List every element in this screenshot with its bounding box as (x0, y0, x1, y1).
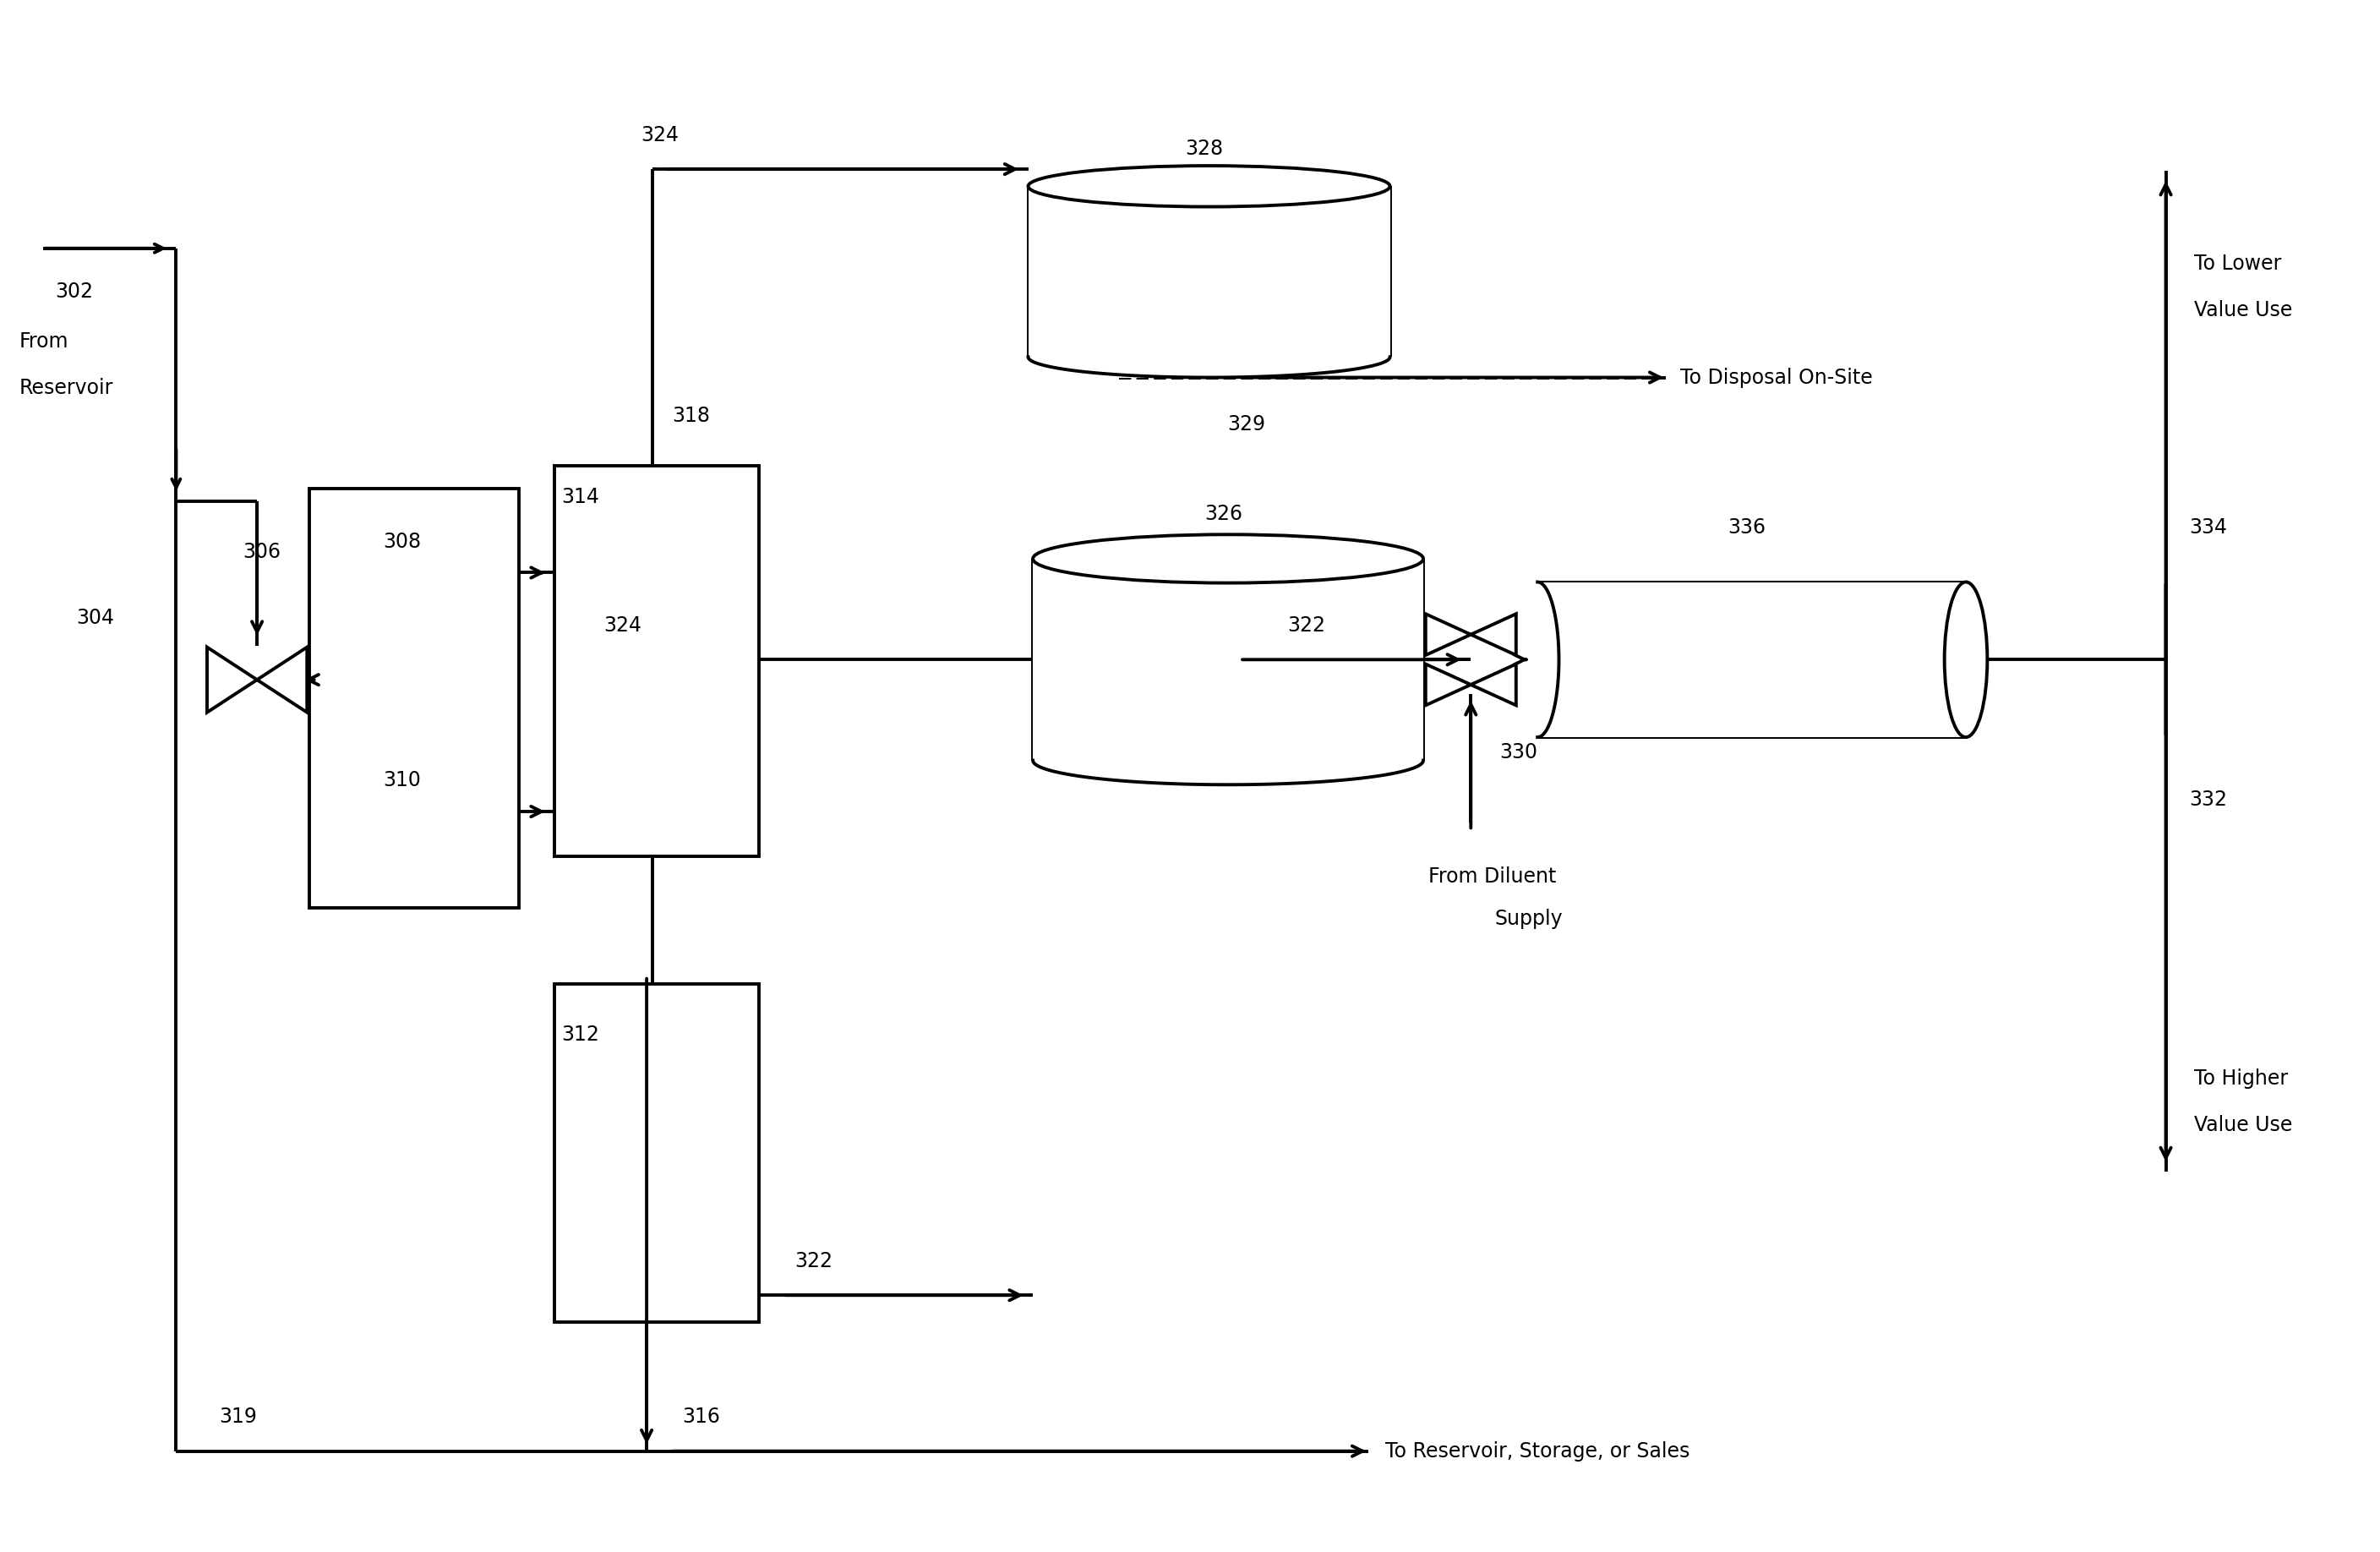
Bar (1537, 582, 1966, 737)
Text: 308: 308 (383, 531, 421, 553)
Text: 306: 306 (243, 542, 281, 562)
Text: 318: 318 (671, 405, 709, 427)
Text: Reservoir: Reservoir (19, 377, 114, 399)
Bar (309, 489, 519, 908)
Text: 314: 314 (562, 487, 600, 508)
Text: 330: 330 (1499, 742, 1537, 764)
Text: 336: 336 (1728, 517, 1766, 539)
Text: 302: 302 (55, 281, 93, 303)
Polygon shape (1471, 615, 1516, 655)
Bar (1028, 175, 1390, 377)
Polygon shape (1471, 664, 1516, 705)
Text: Value Use: Value Use (2194, 300, 2292, 321)
Text: To Lower: To Lower (2194, 253, 2282, 275)
Ellipse shape (1944, 582, 1987, 737)
Bar (1033, 546, 1423, 785)
Text: 316: 316 (683, 1406, 721, 1428)
Text: 310: 310 (383, 770, 421, 790)
Polygon shape (1426, 615, 1471, 655)
Text: Value Use: Value Use (2194, 1114, 2292, 1136)
Text: 324: 324 (640, 124, 678, 146)
Text: 328: 328 (1185, 138, 1223, 158)
Text: 324: 324 (605, 615, 643, 636)
Text: To Reservoir, Storage, or Sales: To Reservoir, Storage, or Sales (1385, 1440, 1690, 1462)
Ellipse shape (1028, 166, 1390, 206)
Text: 329: 329 (1228, 414, 1266, 435)
Bar (555, 466, 759, 857)
Polygon shape (257, 647, 307, 712)
Bar (555, 984, 759, 1322)
Text: 312: 312 (562, 1024, 600, 1044)
Text: 319: 319 (219, 1406, 257, 1428)
Polygon shape (1426, 664, 1471, 705)
Text: To Disposal On-Site: To Disposal On-Site (1680, 368, 1873, 388)
Bar (1516, 574, 1537, 745)
Polygon shape (207, 647, 257, 712)
Text: 322: 322 (1288, 615, 1326, 636)
Text: 332: 332 (2190, 788, 2228, 810)
Text: 326: 326 (1204, 504, 1242, 525)
Text: 322: 322 (795, 1251, 833, 1271)
Text: 304: 304 (76, 607, 114, 629)
Text: To Higher: To Higher (2194, 1068, 2287, 1090)
Text: From: From (19, 331, 69, 352)
Ellipse shape (1033, 534, 1423, 584)
Text: From Diluent: From Diluent (1428, 866, 1557, 888)
Text: Supply: Supply (1495, 908, 1564, 930)
Text: 334: 334 (2190, 517, 2228, 539)
